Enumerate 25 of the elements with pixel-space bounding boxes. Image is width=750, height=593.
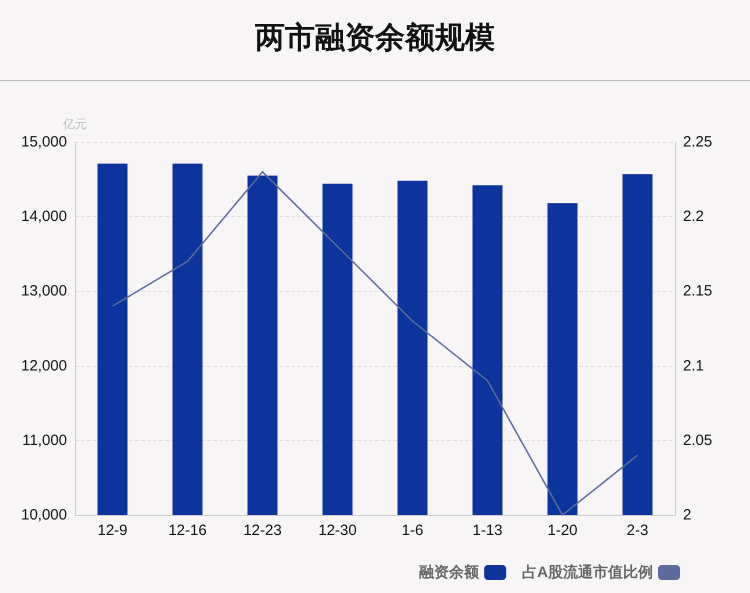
x-tick-label: 12-23	[243, 522, 282, 539]
y2-tick-label: 2.15	[683, 282, 712, 300]
y2-tick-label: 2	[683, 506, 692, 524]
y-tick-label: 15,000	[21, 134, 67, 150]
y-axis-title: 亿元	[62, 117, 87, 131]
y-tick-label: 10,000	[21, 506, 67, 524]
x-tick-label: 12-9	[97, 522, 128, 539]
y2-tick-label: 2.05	[683, 432, 712, 449]
chart-title: 两市融资余额规模	[254, 20, 495, 54]
legend-label: 占A股流通市值比例	[522, 563, 653, 581]
y-tick-label: 13,000	[21, 282, 67, 300]
x-tick-label: 12-30	[318, 522, 357, 539]
x-tick-label: 1-20	[547, 522, 578, 539]
y-tick-label: 12,000	[21, 357, 67, 374]
x-tick-label: 2-3	[626, 522, 648, 539]
y2-tick-label: 2.2	[683, 208, 704, 226]
legend-label: 融资余额	[419, 563, 480, 581]
x-tick-label: 1-13	[472, 522, 503, 539]
y-tick-label: 14,000	[21, 208, 67, 226]
y2-tick-label: 2.1	[683, 357, 704, 374]
line-series	[112, 171, 638, 516]
y-tick-label: 11,000	[22, 432, 67, 449]
x-tick-label: 12-16	[168, 522, 207, 539]
x-tick-label: 1-6	[402, 522, 424, 539]
y2-tick-label: 2.25	[683, 134, 712, 150]
